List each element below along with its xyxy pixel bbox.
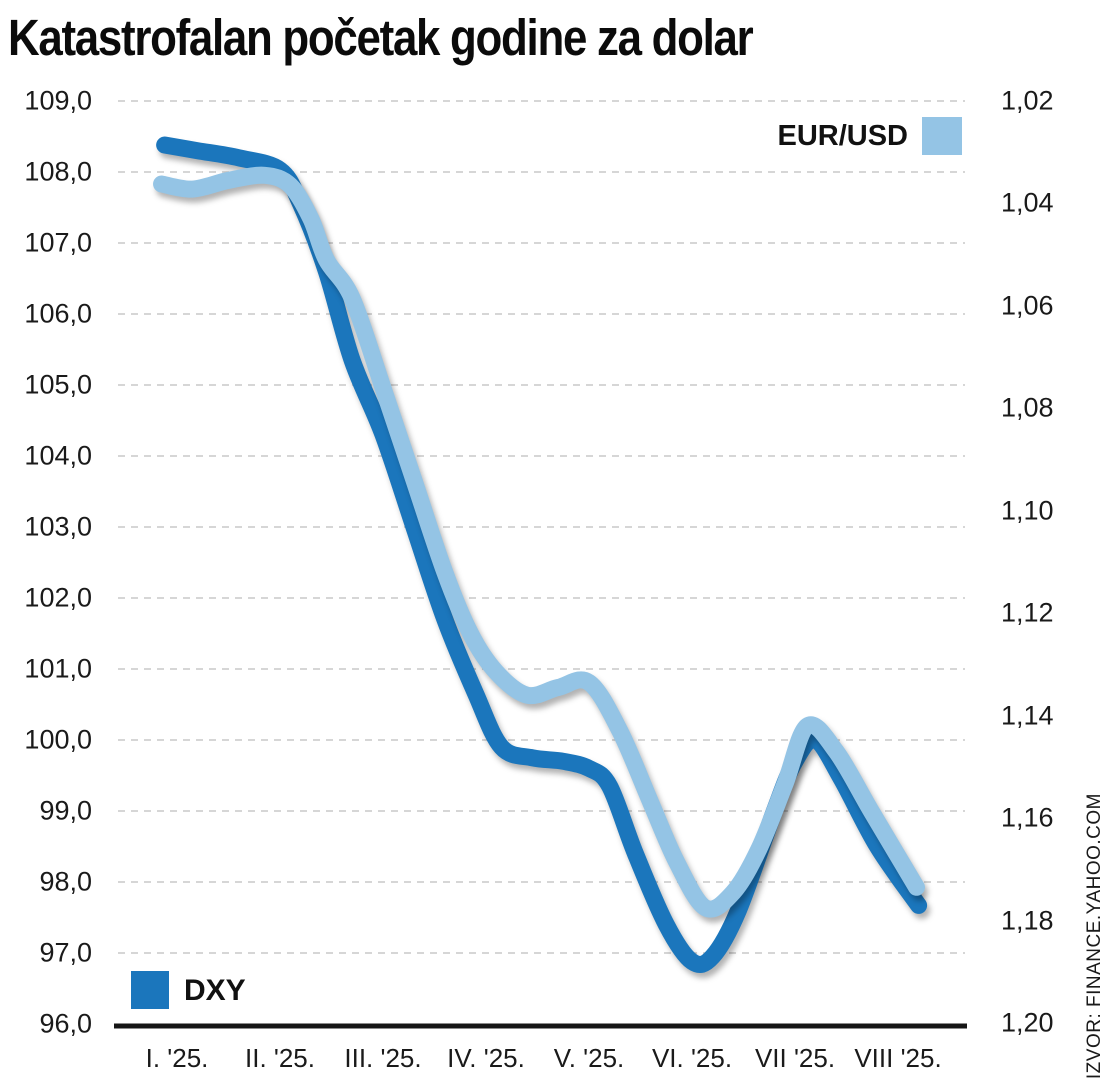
y-left-tick-label: 109,0 — [24, 85, 92, 116]
y-right-tick-label: 1,20 — [1001, 1007, 1054, 1038]
chart-title: Katastrofalan početak godine za dolar — [8, 9, 754, 66]
x-tick-label: V. '25. — [553, 1043, 625, 1073]
y-left-tick-label: 106,0 — [24, 298, 92, 329]
y-left-tick-label: 107,0 — [24, 227, 92, 258]
y-right-tick-label: 1,12 — [1001, 597, 1054, 628]
x-tick-label: IV. '25. — [447, 1043, 525, 1073]
y-left-tick-label: 103,0 — [24, 511, 92, 542]
y-left-tick-label: 104,0 — [24, 440, 92, 471]
y-right-tick-label: 1,04 — [1001, 187, 1054, 218]
legend-eur-swatch — [922, 117, 962, 155]
legend-dxy-swatch — [131, 971, 169, 1009]
y-right-tick-label: 1,02 — [1001, 85, 1054, 116]
x-tick-label: VII '25. — [754, 1043, 836, 1073]
legend-eur-label: EUR/USD — [777, 120, 908, 152]
source-note: IZVOR: FINANCE.YAHOO.COM — [1084, 792, 1105, 1079]
x-tick-label: VI. '25. — [651, 1043, 733, 1073]
y-left-tick-label: 97,0 — [39, 937, 92, 968]
y-right-tick-label: 1,14 — [1001, 700, 1054, 731]
y-left-tick-label: 101,0 — [24, 653, 92, 684]
y-right-tick-label: 1,18 — [1001, 905, 1054, 936]
dxy-line — [156, 136, 928, 973]
y-left-tick-label: 105,0 — [24, 369, 92, 400]
y-left-tick-label: 99,0 — [39, 795, 92, 826]
x-tick-label: VIII '25. — [854, 1043, 942, 1073]
y-left-tick-label: 108,0 — [24, 156, 92, 187]
x-tick-label: I. '25. — [145, 1043, 209, 1073]
x-tick-label: III. '25. — [344, 1043, 422, 1073]
y-left-tick-label: 98,0 — [39, 866, 92, 897]
y-left-tick-label: 100,0 — [24, 724, 92, 755]
eur-usd-line — [153, 166, 925, 918]
y-right-tick-label: 1,08 — [1001, 392, 1054, 423]
x-tick-label: II. '25. — [244, 1043, 316, 1073]
y-left-tick-label: 96,0 — [39, 1008, 92, 1039]
legend-dxy-label: DXY — [184, 974, 246, 1007]
y-right-tick-label: 1,06 — [1001, 290, 1054, 321]
y-right-tick-label: 1,10 — [1001, 495, 1054, 526]
y-left-tick-label: 102,0 — [24, 582, 92, 613]
y-right-tick-label: 1,16 — [1001, 802, 1054, 833]
